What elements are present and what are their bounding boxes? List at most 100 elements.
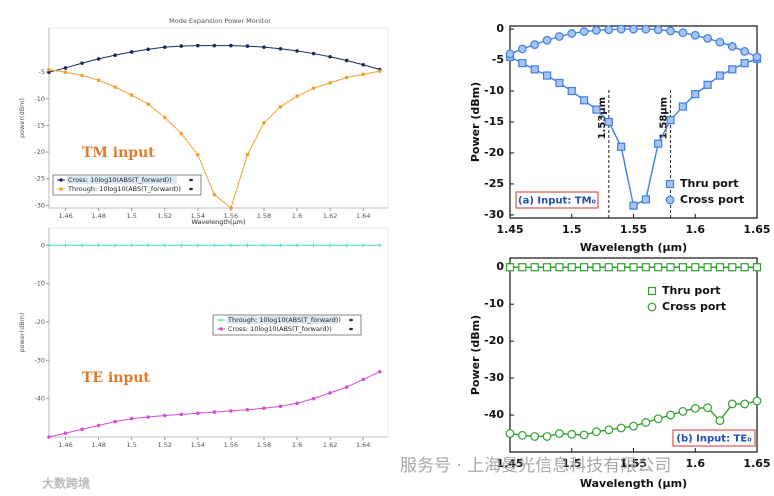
marker [377, 69, 382, 73]
marker [80, 73, 84, 78]
marker [59, 187, 63, 191]
marker [261, 243, 266, 248]
marker [129, 243, 134, 248]
guide-label: 1.58μm [659, 97, 670, 139]
marker [80, 427, 84, 432]
marker [219, 327, 223, 331]
legend-highlight [67, 176, 177, 184]
marker [579, 96, 589, 105]
marker [728, 65, 737, 74]
panel-label: (a) Input: TM₀ [518, 196, 596, 207]
marker [262, 45, 266, 49]
marker [691, 90, 700, 99]
marker [567, 429, 577, 439]
marker [262, 120, 266, 125]
x-tick-label: 1.52 [158, 441, 172, 449]
marker [344, 75, 349, 80]
marker [690, 403, 700, 413]
marker [96, 57, 101, 61]
marker [63, 66, 68, 70]
y-tick-label: -5 [492, 53, 504, 66]
marker [518, 263, 527, 272]
x-tick-label: 1.58 [257, 212, 271, 220]
chart: 1.45 1.5 1.55 1.6 1.65 0 -5 -10 -15 -20 -25 -30 Wave… [469, 22, 771, 254]
marker [629, 263, 638, 272]
marker [113, 243, 118, 248]
marker [278, 46, 283, 51]
marker [530, 65, 539, 74]
x-tick-label: 1.46 [58, 212, 72, 220]
marker [715, 263, 725, 272]
x-tick-label: 1.64 [356, 212, 370, 220]
panel-label-box [515, 191, 599, 209]
x-tick-label: 1.65 [743, 223, 770, 236]
marker [129, 416, 134, 421]
marker [653, 414, 663, 424]
marker [162, 243, 167, 248]
y-tick-label: -30 [34, 356, 45, 364]
legend-label: Thru port [662, 284, 721, 297]
marker [641, 195, 650, 204]
chart: 1.46 1.48 1.5 1.52 1.54 1.56 1.58 1.6 1.62 1.64 -5… [18, 17, 389, 226]
y-tick-label: -20 [34, 318, 45, 326]
marker [740, 263, 749, 272]
marker [629, 24, 638, 34]
x-tick-label: 1.48 [91, 212, 105, 220]
x-tick-label: 1.6 [686, 223, 706, 236]
marker [579, 263, 589, 272]
marker [295, 94, 299, 98]
marker [592, 263, 601, 272]
marker [344, 243, 349, 248]
marker [245, 243, 250, 248]
y-tick-label: -30 [484, 371, 504, 384]
y-tick-label: 0 [41, 241, 45, 249]
marker [678, 406, 688, 416]
marker [728, 263, 737, 272]
legend-label: Cross port [662, 300, 726, 313]
y-tick-label: -10 [484, 297, 504, 310]
panel-label: (b) Input: TE₀ [676, 434, 751, 445]
legend-label: Through: 10log10(ABS(T_forward)) [67, 185, 181, 193]
watermark: 大数跨境 [42, 476, 90, 491]
marker [666, 263, 675, 272]
marker [567, 86, 576, 96]
marker [666, 116, 675, 125]
marker [162, 413, 167, 418]
x-tick-label: 1.62 [323, 441, 337, 449]
x-tick-label: 1.5 [562, 223, 582, 236]
marker [278, 243, 283, 248]
marker [63, 243, 68, 248]
legend-icon [189, 187, 193, 191]
x-axis-label: Wavelength(μm) [191, 218, 245, 226]
marker [703, 33, 712, 43]
marker [505, 49, 515, 59]
marker [727, 42, 737, 51]
x-tick-label: 1.5 [127, 212, 137, 220]
x-tick-label: 1.46 [58, 441, 72, 449]
x-tick-label: 1.56 [224, 441, 238, 449]
legend-label: Through: 10log10(ABS(T_forward)) [227, 316, 341, 324]
marker [212, 192, 217, 197]
y-tick-label: -25 [484, 177, 504, 190]
marker [579, 430, 589, 440]
marker [377, 370, 382, 374]
annotation: TE input [82, 370, 150, 386]
chart: 1.45 1.5 1.55 1.6 1.65 0 -10 -20 -30 -40 Wavelengt… [469, 257, 771, 490]
marker [740, 399, 750, 409]
x-tick-label: 1.56 [224, 212, 238, 220]
marker [63, 431, 68, 435]
marker [361, 243, 366, 248]
y-tick-label: -15 [34, 121, 45, 129]
watermark: 服务号 · 上海曼光信息科技有限公司 [400, 456, 671, 476]
marker [245, 407, 250, 412]
y-tick-label: 0 [496, 260, 504, 273]
marker [592, 427, 601, 437]
marker [617, 142, 626, 151]
marker [666, 410, 675, 420]
marker [678, 102, 688, 111]
marker [278, 105, 283, 109]
marker [146, 415, 151, 419]
marker [703, 403, 712, 413]
marker [629, 421, 638, 431]
x-axis-label: Wavelength (μm) [580, 241, 687, 254]
